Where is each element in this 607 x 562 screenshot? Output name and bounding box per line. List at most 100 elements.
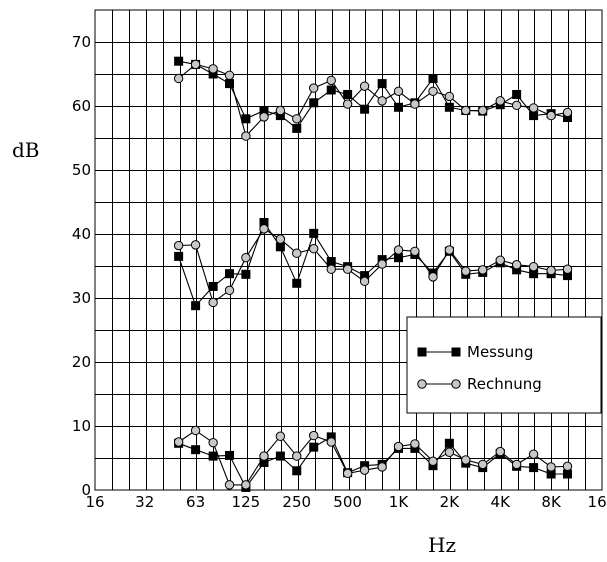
- data-point-rechnung: [478, 105, 488, 116]
- data-point-rechnung: [309, 244, 319, 254]
- data-point-rechnung: [208, 437, 218, 448]
- data-point-rechnung: [444, 245, 455, 255]
- data-point-messung: [208, 281, 218, 291]
- legend-messung-marker-end: [451, 347, 461, 357]
- y-tick-label: 70: [72, 33, 91, 51]
- data-point-rechnung: [377, 96, 387, 106]
- data-point-rechnung: [359, 81, 370, 91]
- data-point-rechnung: [241, 252, 251, 263]
- x-tick-label: 63: [186, 493, 205, 511]
- data-point-messung: [292, 123, 302, 133]
- data-point-rechnung: [444, 91, 455, 102]
- data-point-messung: [191, 445, 201, 455]
- x-tick-label: 16K: [588, 493, 607, 511]
- data-point-messung: [529, 463, 539, 473]
- y-tick-label: 20: [72, 353, 91, 371]
- legend-messung-label: Messung: [467, 343, 533, 361]
- data-point-rechnung: [428, 272, 438, 282]
- data-point-messung: [529, 111, 539, 121]
- data-point-rechnung: [275, 105, 286, 116]
- data-point-messung: [208, 451, 218, 461]
- data-point-rechnung: [377, 259, 387, 269]
- data-point-messung: [377, 79, 387, 89]
- series-line-rechnung: [178, 429, 568, 486]
- legend-box: [406, 316, 602, 414]
- data-point-rechnung: [528, 449, 539, 459]
- data-point-rechnung: [511, 260, 522, 270]
- y-axis-title: dB: [12, 138, 40, 162]
- data-point-rechnung: [326, 75, 336, 86]
- series-line-messung: [178, 60, 568, 130]
- data-point-rechnung: [259, 224, 269, 234]
- data-point-rechnung: [342, 264, 353, 274]
- x-tick-label: 250: [282, 493, 311, 511]
- y-tick-label: 30: [72, 289, 91, 307]
- data-point-messung: [225, 79, 235, 89]
- data-point-rechnung: [292, 248, 302, 258]
- data-point-rechnung: [562, 107, 573, 118]
- data-point-rechnung: [173, 73, 184, 84]
- data-point-rechnung: [292, 114, 302, 124]
- data-point-rechnung: [393, 86, 404, 96]
- data-point-rechnung: [495, 96, 505, 106]
- data-point-messung: [225, 450, 235, 460]
- data-point-messung: [309, 228, 319, 238]
- data-point-rechnung: [528, 103, 539, 113]
- data-point-messung: [292, 466, 302, 476]
- data-point-rechnung: [326, 437, 336, 447]
- data-point-rechnung: [326, 264, 336, 274]
- data-point-rechnung: [562, 264, 573, 274]
- data-point-messung: [241, 269, 251, 279]
- y-tick-label: 60: [72, 97, 91, 115]
- data-point-messung: [360, 104, 370, 114]
- data-point-rechnung: [546, 265, 556, 276]
- data-point-rechnung: [410, 246, 420, 256]
- data-point-rechnung: [546, 110, 556, 121]
- data-point-rechnung: [478, 265, 488, 275]
- y-tick-label: 10: [72, 417, 91, 435]
- data-point-messung: [275, 242, 285, 252]
- data-point-rechnung: [444, 447, 455, 457]
- data-point-rechnung: [224, 480, 235, 490]
- data-point-rechnung: [478, 459, 488, 470]
- data-point-rechnung: [224, 285, 235, 296]
- y-tick-label: 0: [81, 481, 91, 499]
- data-point-messung: [394, 253, 404, 263]
- data-point-rechnung: [546, 462, 556, 472]
- data-point-rechnung: [190, 59, 201, 70]
- data-point-rechnung: [511, 459, 522, 470]
- data-point-rechnung: [292, 451, 302, 461]
- data-point-messung: [275, 451, 285, 461]
- x-tick-label: 16: [85, 493, 104, 511]
- data-series: [173, 56, 573, 492]
- data-point-messung: [512, 89, 522, 99]
- data-point-messung: [326, 85, 336, 95]
- data-point-rechnung: [275, 234, 286, 244]
- data-point-messung: [444, 438, 454, 448]
- x-tick-labels: 16 32 63 125 250 500 1K 2K 4K 8K 16K: [85, 493, 607, 511]
- data-point-rechnung: [511, 100, 522, 111]
- data-point-rechnung: [410, 99, 420, 109]
- x-tick-label: 8K: [541, 493, 562, 511]
- data-point-rechnung: [461, 455, 471, 465]
- data-point-rechnung: [410, 439, 420, 449]
- data-point-rechnung: [190, 240, 201, 250]
- y-tick-labels: 0 10 20 30 40 50 60 70: [72, 33, 91, 499]
- data-point-rechnung: [259, 112, 269, 122]
- legend-rechnung-label: Rechnung: [467, 375, 542, 393]
- data-point-messung: [563, 469, 573, 479]
- data-point-messung: [174, 251, 184, 261]
- data-point-rechnung: [309, 83, 319, 93]
- data-point-rechnung: [173, 437, 184, 447]
- data-point-messung: [191, 301, 201, 311]
- legend: Messung Rechnung: [406, 316, 602, 414]
- data-point-rechnung: [208, 64, 218, 74]
- data-point-rechnung: [208, 297, 218, 308]
- data-point-messung: [241, 114, 251, 124]
- legend-messung-marker: [417, 347, 427, 357]
- data-point-rechnung: [275, 431, 286, 441]
- data-point-messung: [326, 257, 336, 267]
- data-point-rechnung: [377, 462, 387, 472]
- data-point-rechnung: [428, 456, 438, 466]
